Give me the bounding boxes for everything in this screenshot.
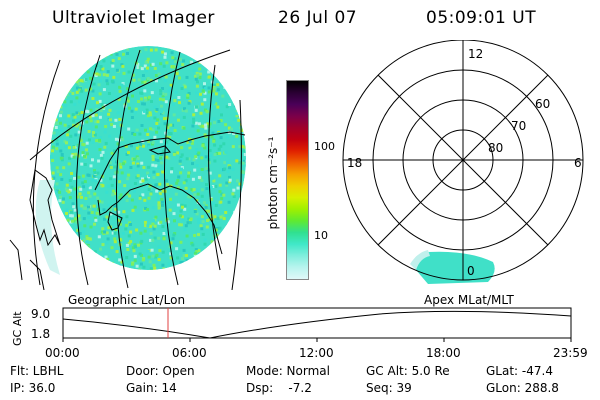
status-flt: Flt: LBHL — [10, 364, 64, 378]
colorbar-tick-100: 100 — [314, 140, 335, 153]
polar-plot: 12 18 6 0 60 70 80 — [342, 40, 584, 284]
altitude-min-label: 1.8 — [31, 327, 50, 341]
lat-label-60: 60 — [535, 97, 550, 111]
time-label: 05:09:01 UT — [426, 8, 537, 28]
disk-edge-fill — [35, 180, 60, 275]
altitude-max-label: 9.0 — [31, 307, 50, 321]
status-glon: GLon: 288.8 — [486, 381, 559, 395]
polar-plot-label: Apex MLat/MLT — [424, 293, 514, 307]
mlt-label-12: 12 — [468, 47, 483, 61]
aurora-blob — [410, 250, 495, 284]
status-door: Door: Open — [126, 364, 195, 378]
geographic-map — [9, 46, 246, 290]
lat-label-80: 80 — [488, 141, 503, 155]
status-glat: GLat: -47.4 — [486, 364, 553, 378]
instrument-title: Ultraviolet Imager — [52, 8, 215, 28]
polar-grid — [342, 40, 584, 281]
geo-map-label: Geographic Lat/Lon — [68, 293, 186, 307]
time-tick-1800: 18:00 — [426, 346, 461, 360]
date-label: 26 Jul 07 — [278, 8, 358, 28]
mlt-label-18: 18 — [347, 156, 362, 170]
altitude-curve — [62, 310, 572, 339]
time-tick-marks — [62, 338, 572, 342]
colorbar-label: photon cm⁻²s⁻¹ — [266, 136, 280, 230]
status-seq: Seq: 39 — [366, 381, 412, 395]
altitude-plot: 9.0 1.8 GC Alt 00:00 06:00 12:00 18:00 2… — [11, 307, 588, 360]
colorbar-tick-10: 10 — [314, 229, 328, 242]
lat-label-70: 70 — [511, 119, 526, 133]
status-dsp: Dsp: -7.2 — [246, 381, 312, 395]
colorbar — [286, 80, 309, 280]
status-mode: Mode: Normal — [246, 364, 330, 378]
altitude-axis-label: GC Alt — [11, 311, 24, 346]
coastlines — [9, 131, 246, 290]
status-ip: IP: 36.0 — [10, 381, 56, 395]
time-tick-0000: 00:00 — [45, 346, 80, 360]
colorbar-gradient — [287, 81, 308, 279]
status-gain: Gain: 14 — [126, 381, 177, 395]
status-gcalt: GC Alt: 5.0 Re — [366, 364, 450, 378]
time-tick-0600: 06:00 — [172, 346, 207, 360]
time-tick-1200: 12:00 — [299, 346, 334, 360]
mlt-label-0: 0 — [467, 264, 475, 278]
mlt-label-6: 6 — [574, 156, 582, 170]
time-tick-2359: 23:59 — [553, 346, 588, 360]
